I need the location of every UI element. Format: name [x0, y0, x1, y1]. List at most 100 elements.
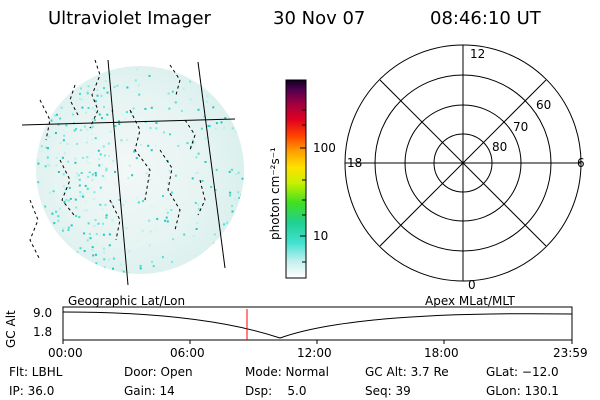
uv-speckle — [126, 139, 129, 142]
uv-speckle — [103, 176, 106, 179]
status-gain: Gain: 14 — [124, 384, 175, 398]
uv-speckle — [228, 170, 231, 173]
time-label: 08:46:10 UT — [430, 8, 541, 29]
status-door: Door: Open — [124, 365, 193, 379]
uv-speckle — [139, 267, 142, 270]
uv-speckle — [189, 98, 192, 101]
uv-speckle — [131, 174, 134, 177]
uv-speckle — [219, 109, 222, 112]
uv-speckle — [164, 219, 167, 222]
uv-speckle — [148, 219, 151, 222]
uv-speckle — [234, 130, 237, 133]
uv-speckle — [231, 210, 234, 213]
uv-speckle — [108, 233, 111, 236]
uv-speckle — [78, 216, 81, 219]
uv-speckle — [75, 206, 78, 209]
uv-speckle — [174, 174, 177, 177]
orbit-y-tick-max: 9.0 — [33, 306, 53, 320]
uv-speckle — [114, 125, 117, 127]
uv-speckle — [107, 122, 110, 125]
uv-speckle — [195, 228, 198, 230]
uv-speckle — [91, 248, 94, 251]
uv-speckle — [108, 73, 111, 76]
uv-speckle — [57, 215, 60, 218]
uv-speckle — [91, 246, 94, 249]
orbit-time-tick-1: 06:00 — [170, 346, 205, 360]
uv-speckle — [174, 101, 177, 104]
status-dsp: Dsp: 5.0 — [245, 384, 307, 398]
uv-speckle — [102, 145, 105, 148]
uv-speckle — [68, 186, 71, 189]
uv-speckle — [59, 142, 62, 144]
uv-speckle — [197, 108, 200, 111]
uv-speckle — [136, 68, 138, 71]
uv-speckle — [103, 106, 105, 108]
uv-speckle — [125, 227, 128, 230]
lat-label-70: 70 — [513, 120, 529, 134]
uv-speckle — [78, 98, 81, 101]
uv-speckle — [202, 117, 205, 120]
uv-speckle — [103, 154, 106, 157]
uv-speckle — [74, 176, 77, 179]
uv-speckle — [87, 85, 90, 88]
lat-label-60: 60 — [536, 98, 552, 112]
uv-speckle — [86, 239, 89, 242]
uv-speckle — [87, 236, 90, 239]
uv-speckle — [85, 209, 88, 212]
uv-speckle — [55, 164, 58, 167]
uv-speckle — [170, 191, 173, 194]
uv-speckle — [214, 127, 217, 130]
uv-speckle — [156, 218, 159, 220]
uv-speckle — [54, 114, 57, 117]
uv-speckle — [152, 265, 155, 268]
uv-speckle — [108, 244, 111, 247]
uv-speckle — [81, 106, 84, 109]
uv-speckle — [215, 168, 218, 171]
uv-speckle — [63, 200, 66, 203]
uv-earth-image — [21, 59, 244, 286]
uv-speckle — [74, 161, 77, 164]
colorbar — [285, 79, 307, 279]
uv-speckle — [103, 258, 106, 261]
uv-speckle — [113, 86, 116, 88]
uv-speckle — [87, 175, 90, 178]
uv-speckle — [87, 222, 90, 225]
uv-speckle — [238, 196, 241, 199]
uv-speckle — [44, 205, 47, 208]
uv-speckle — [138, 93, 141, 96]
uv-speckle — [214, 189, 217, 191]
uv-speckle — [86, 156, 89, 159]
uv-speckle — [150, 204, 153, 207]
uv-speckle — [114, 170, 116, 173]
uv-speckle — [84, 184, 87, 187]
uv-speckle — [121, 238, 124, 241]
status-seq: Seq: 39 — [365, 384, 411, 398]
uv-speckle — [40, 145, 43, 148]
uv-speckle — [37, 165, 40, 168]
uv-speckle — [189, 80, 192, 83]
uv-speckle — [94, 109, 97, 112]
uv-speckle — [109, 130, 112, 133]
uv-speckle — [122, 84, 125, 87]
uv-speckle — [88, 162, 91, 165]
uv-speckle — [50, 197, 53, 199]
uv-speckle — [63, 152, 66, 155]
uv-speckle — [93, 198, 96, 201]
uv-speckle — [75, 215, 78, 217]
uv-speckle — [197, 152, 200, 155]
uv-speckle — [84, 125, 86, 128]
uv-speckle — [155, 127, 158, 130]
uv-speckle — [76, 142, 78, 145]
uv-speckle — [36, 159, 39, 162]
uv-speckle — [197, 171, 200, 174]
uv-speckle — [111, 202, 114, 205]
uv-speckle — [180, 109, 183, 112]
uv-speckle — [94, 172, 97, 174]
uv-speckle — [194, 145, 197, 147]
uv-speckle — [48, 135, 51, 138]
uv-speckle — [111, 219, 114, 222]
uv-speckle — [79, 247, 82, 250]
uv-speckle — [64, 188, 67, 191]
uv-speckle — [204, 137, 207, 140]
